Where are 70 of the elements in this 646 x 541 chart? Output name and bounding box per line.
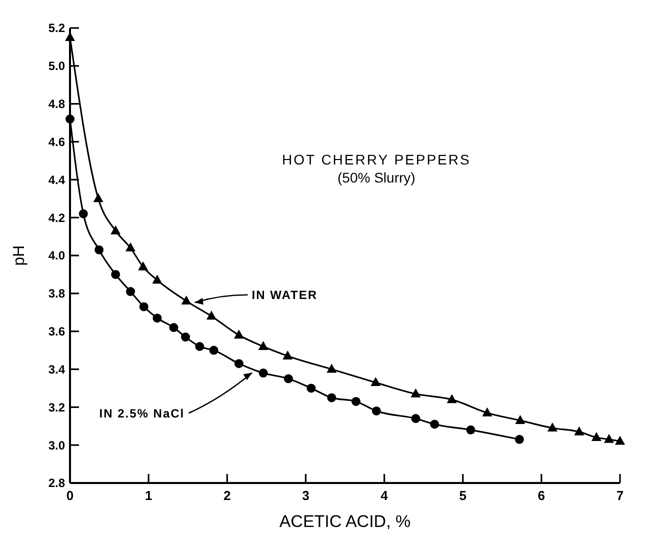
point — [446, 394, 457, 404]
point — [258, 341, 268, 350]
point — [514, 434, 524, 444]
point — [110, 225, 121, 234]
point — [372, 406, 381, 416]
x-tick-label: 7 — [616, 488, 624, 503]
y-tick-label: 3.6 — [48, 324, 66, 339]
point — [181, 296, 192, 304]
point — [306, 384, 316, 393]
x-tick-label: 3 — [302, 488, 310, 503]
point — [352, 396, 360, 406]
y-tick-label: 4.8 — [48, 97, 66, 112]
y-tick-label: 4.2 — [48, 210, 66, 225]
point — [78, 209, 88, 218]
point — [126, 242, 136, 252]
x-tick-label: 4 — [380, 488, 389, 503]
point — [139, 302, 148, 312]
point — [138, 261, 148, 270]
text: HOT CHERRY PEPPERS — [282, 152, 471, 168]
point — [411, 414, 420, 424]
point — [181, 332, 190, 342]
point — [430, 420, 440, 429]
text: (50% Slurry) — [338, 170, 416, 186]
point — [326, 364, 337, 373]
y-axis-title: pH — [11, 245, 28, 266]
y-tick-label: 5.2 — [48, 21, 66, 36]
point — [66, 114, 74, 124]
y-tick-label: 4.6 — [48, 134, 66, 149]
point — [195, 342, 204, 351]
point — [591, 432, 602, 441]
point — [282, 350, 293, 360]
point — [93, 193, 104, 202]
x-tick-label: 5 — [459, 488, 466, 503]
y-tick-label: 4.4 — [48, 172, 66, 187]
point — [152, 274, 162, 284]
x-tick-label: 1 — [144, 488, 152, 503]
point — [234, 330, 244, 339]
y-tick-label: 3.8 — [48, 286, 66, 301]
point — [615, 436, 625, 445]
point — [209, 346, 218, 355]
x-tick-label: 6 — [538, 488, 546, 503]
point — [604, 434, 614, 443]
point — [94, 245, 104, 254]
y-tick-label: 3.0 — [48, 438, 66, 452]
point — [515, 414, 526, 424]
point — [482, 407, 492, 416]
x-tick-label: 2 — [224, 488, 231, 503]
point — [547, 422, 558, 432]
point — [152, 314, 162, 323]
y-tick-label: 3.4 — [48, 362, 66, 376]
point — [574, 426, 584, 436]
point — [234, 359, 244, 368]
x-axis-title: ACETIC ACID, % — [279, 512, 411, 531]
annotation: IN WATER — [252, 288, 318, 302]
annotation: IN 2.5% NaCl — [99, 406, 185, 420]
point — [410, 388, 421, 398]
point — [258, 368, 268, 378]
y-tick-label: 5.0 — [48, 59, 66, 74]
point — [370, 377, 381, 386]
point — [466, 425, 476, 434]
point — [206, 310, 216, 320]
point — [327, 393, 336, 402]
point — [284, 374, 293, 384]
y-tick-label: 2.8 — [48, 476, 66, 490]
y-tick-label: 4.0 — [48, 248, 66, 263]
x-tick-label: 0 — [66, 488, 74, 503]
y-tick-label: 3.2 — [48, 400, 66, 414]
point — [111, 270, 120, 279]
point — [126, 287, 135, 296]
point — [169, 323, 178, 332]
